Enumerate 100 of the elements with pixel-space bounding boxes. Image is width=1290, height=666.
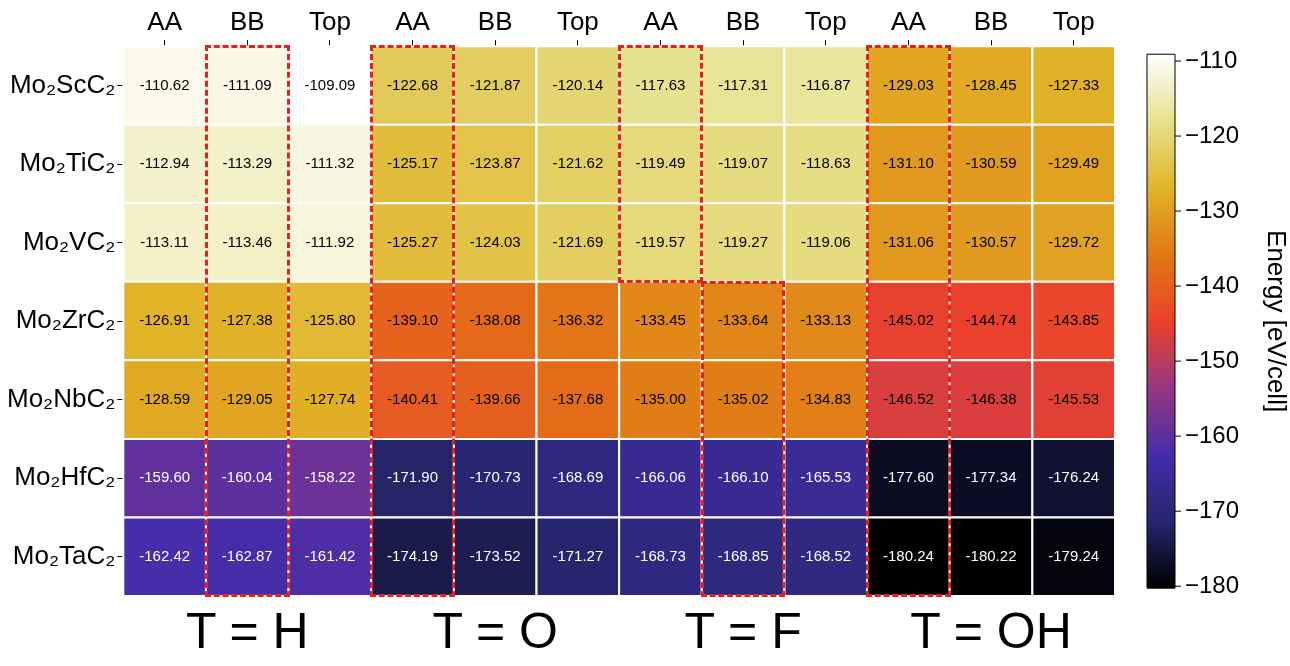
color-bar-title: Energy [eV/cell] — [1261, 230, 1290, 413]
data-label: -121.69 — [552, 232, 604, 250]
x-tick-label: AA — [147, 5, 183, 36]
text: T = F — [684, 602, 802, 659]
data-label: -159.60 — [139, 468, 191, 486]
x-tick-label: Top — [1052, 5, 1095, 36]
data-label: -146.52 — [882, 389, 934, 407]
data-label: -139.66 — [469, 389, 521, 407]
x-tick-label: BB — [477, 5, 513, 36]
data-label: -119.27 — [718, 232, 768, 250]
data-label: -134.83 — [800, 389, 852, 407]
data-label: -113.11 — [140, 232, 189, 250]
data-label: -140.41 — [387, 389, 438, 407]
data-label: -111.09 — [222, 75, 272, 93]
y-tick-label: Mo₂VC₂ — [22, 225, 116, 256]
color-bar-label: −170 — [1185, 495, 1240, 523]
data-label: -129.49 — [1048, 154, 1100, 172]
data-label: -168.85 — [717, 546, 769, 564]
data-label: -122.68 — [387, 75, 438, 93]
x-tick-label: Top — [556, 5, 599, 36]
color-bar-label: −110 — [1185, 45, 1238, 73]
data-label: -128.59 — [139, 389, 191, 407]
data-label: -135.02 — [717, 389, 769, 407]
data-label: -176.24 — [1048, 468, 1100, 486]
data-label: -138.08 — [469, 311, 521, 329]
color-bar-label: −120 — [1185, 120, 1240, 148]
data-label: -179.24 — [1048, 546, 1100, 564]
data-label: -112.94 — [139, 154, 190, 172]
x-tick-label: Top — [308, 5, 351, 36]
text: T = H — [185, 602, 309, 659]
data-label: -127.33 — [1048, 75, 1100, 93]
data-label: -145.02 — [882, 311, 934, 329]
data-label: -158.22 — [304, 468, 356, 486]
x-tick-label: Top — [804, 5, 847, 36]
data-label: -168.69 — [552, 468, 604, 486]
data-label: -129.05 — [221, 389, 273, 407]
data-label: -121.87 — [469, 75, 521, 93]
data-label: -119.57 — [635, 232, 686, 250]
text: T = O — [432, 602, 558, 659]
data-label: -125.27 — [387, 232, 438, 250]
data-label: -166.10 — [717, 468, 769, 486]
color-bar-label: −130 — [1185, 195, 1240, 223]
data-label: -143.85 — [1048, 311, 1100, 329]
data-label: -162.87 — [221, 546, 273, 564]
data-label: -127.38 — [221, 311, 273, 329]
data-label: -145.53 — [1048, 389, 1100, 407]
data-label: -126.91 — [139, 311, 191, 329]
data-label: -171.27 — [552, 546, 604, 564]
data-label: -127.74 — [304, 389, 356, 407]
x-tick-label: BB — [973, 5, 1009, 36]
color-bar-label: −150 — [1185, 345, 1240, 373]
data-label: -133.45 — [635, 311, 686, 329]
data-label: -119.06 — [800, 232, 851, 250]
data-label: -170.73 — [469, 468, 521, 486]
data-label: -137.68 — [552, 389, 604, 407]
data-label: -124.03 — [469, 232, 521, 250]
data-label: -180.24 — [882, 546, 934, 564]
y-tick-label: Mo₂TiC₂ — [19, 147, 116, 178]
data-label: -131.10 — [882, 154, 934, 172]
data-label: -139.10 — [387, 311, 438, 329]
data-label: -160.04 — [221, 468, 273, 486]
data-label: -119.07 — [718, 154, 768, 172]
data-label: -120.14 — [552, 75, 604, 93]
data-label: -116.87 — [800, 75, 851, 93]
data-label: -113.29 — [222, 154, 273, 172]
x-tick-label: BB — [725, 5, 761, 36]
data-label: -180.22 — [965, 546, 1017, 564]
data-label: -146.38 — [965, 389, 1017, 407]
data-label: -121.62 — [552, 154, 604, 172]
data-label: -130.57 — [965, 232, 1017, 250]
x-tick-label: BB — [229, 5, 265, 36]
data-label: -133.64 — [717, 311, 769, 329]
data-label: -161.42 — [304, 546, 356, 564]
data-label: -123.87 — [469, 154, 521, 172]
y-tick-label: Mo₂NbC₂ — [6, 382, 116, 413]
data-label: -135.00 — [635, 389, 686, 407]
data-label: -131.06 — [882, 232, 934, 250]
data-label: -117.63 — [635, 75, 686, 93]
data-label: -129.03 — [882, 75, 934, 93]
data-label: -113.46 — [222, 232, 273, 250]
x-tick-label: AA — [891, 5, 927, 36]
x-tick-label: AA — [643, 5, 679, 36]
color-bar-label: −180 — [1185, 570, 1240, 598]
data-label: -117.31 — [718, 75, 768, 93]
data-label: -130.59 — [965, 154, 1017, 172]
data-label: -173.52 — [469, 546, 521, 564]
data-label: -128.45 — [965, 75, 1017, 93]
color-bar-label: −160 — [1185, 420, 1240, 448]
data-label: -168.52 — [800, 546, 852, 564]
data-label: -125.17 — [387, 154, 438, 172]
data-label: -136.32 — [552, 311, 604, 329]
data-label: -119.49 — [635, 154, 686, 172]
data-label: -118.63 — [800, 154, 851, 172]
data-label: -109.09 — [304, 75, 356, 93]
y-tick-label: Mo₂HfC₂ — [14, 461, 116, 492]
y-tick-label: Mo₂TaC₂ — [12, 539, 116, 570]
x-tick-label: AA — [395, 5, 431, 36]
data-label: -171.90 — [387, 468, 438, 486]
data-label: -174.19 — [387, 546, 438, 564]
data-label: -111.92 — [305, 232, 355, 250]
